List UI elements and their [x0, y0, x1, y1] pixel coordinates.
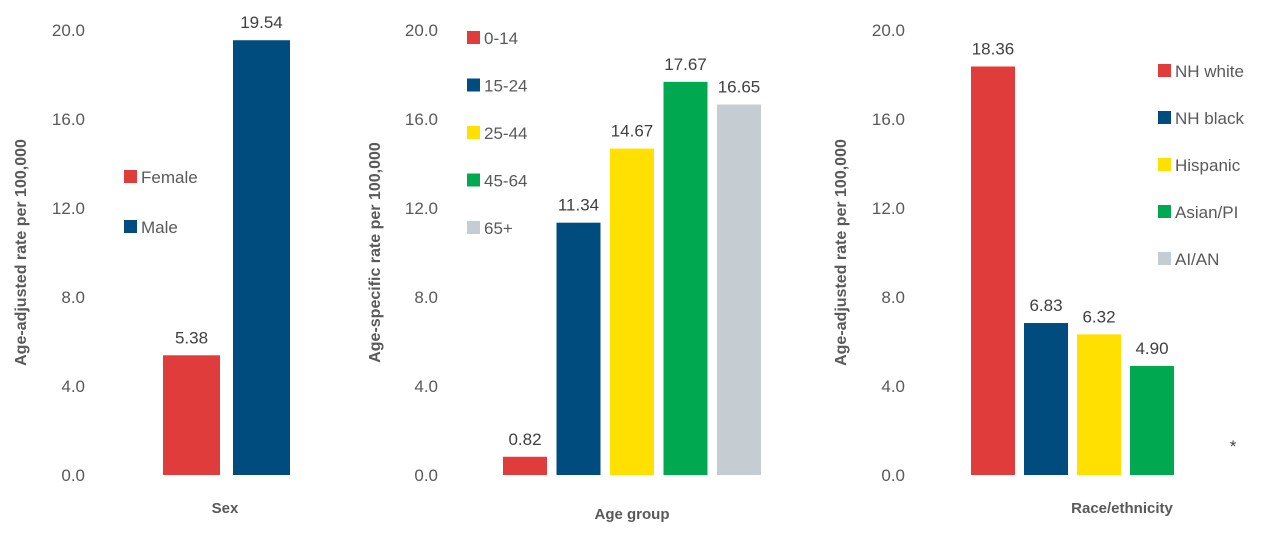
y-tick-label: 8.0 — [881, 288, 905, 307]
y-tick-label: 20.0 — [405, 21, 438, 40]
data-label: 17.67 — [664, 55, 707, 74]
suppressed-value-note: * — [1230, 437, 1237, 456]
legend-swatch — [467, 173, 480, 187]
x-axis-label: Race/ethnicity — [1071, 500, 1173, 517]
y-tick-label: 12.0 — [405, 199, 438, 218]
legend-swatch — [467, 78, 480, 92]
data-label: 14.67 — [611, 122, 654, 141]
y-tick-label: 16.0 — [52, 110, 85, 129]
legend-swatch — [1158, 64, 1171, 77]
legend-swatch — [467, 221, 480, 234]
data-label: 4.90 — [1135, 339, 1168, 358]
legend-swatch — [1158, 205, 1171, 218]
bar-female — [163, 355, 220, 475]
bar-0-14 — [503, 456, 547, 475]
bar-hispanic — [1077, 334, 1121, 475]
legend-swatch — [124, 220, 137, 233]
data-label: 11.34 — [558, 196, 599, 215]
y-tick-label: 20.0 — [52, 21, 85, 40]
legend-label: 65+ — [484, 219, 513, 238]
y-tick-label: 4.0 — [881, 377, 905, 396]
data-label: 16.65 — [718, 78, 761, 97]
y-axis-label: Age-adjusted rate per 100,000 — [13, 139, 30, 366]
data-label: 18.36 — [972, 39, 1015, 58]
legend-label: 15-24 — [484, 77, 527, 96]
data-label: 0.82 — [508, 430, 541, 449]
y-tick-label: 8.0 — [414, 288, 438, 307]
bar-nh-white — [971, 66, 1015, 476]
data-label: 19.54 — [240, 13, 283, 32]
legend-label: Male — [141, 218, 178, 237]
legend-label: NH white — [1175, 62, 1244, 81]
legend-swatch — [1158, 252, 1171, 265]
y-tick-label: 16.0 — [872, 110, 905, 129]
legend-label: Female — [141, 168, 198, 187]
y-tick-label: 16.0 — [405, 110, 438, 129]
y-tick-label: 0.0 — [414, 466, 438, 485]
y-tick-label: 0.0 — [881, 466, 905, 485]
legend-label: Asian/PI — [1175, 203, 1238, 222]
y-axis-label: Age-specific rate per 100,000 — [367, 142, 384, 363]
legend-swatch — [1158, 158, 1171, 171]
bar-45-64 — [663, 81, 708, 475]
bar-65- — [717, 104, 761, 475]
legend-label: 25-44 — [484, 124, 527, 143]
x-axis-label: Age group — [595, 506, 670, 523]
data-label: 5.38 — [175, 328, 208, 347]
data-label: 6.83 — [1029, 296, 1062, 315]
data-label: 6.32 — [1082, 307, 1115, 326]
legend-swatch — [1158, 111, 1171, 124]
y-tick-label: 12.0 — [872, 199, 905, 218]
x-axis-label: Sex — [212, 500, 239, 517]
y-tick-label: 8.0 — [61, 288, 85, 307]
legend-label: 0-14 — [484, 29, 518, 48]
bar-25-44 — [610, 148, 654, 475]
y-tick-label: 4.0 — [414, 377, 438, 396]
bar-asian-pi — [1130, 365, 1174, 475]
legend-label: AI/AN — [1175, 250, 1219, 269]
y-tick-label: 4.0 — [61, 377, 85, 396]
legend-label: 45-64 — [484, 172, 527, 191]
y-tick-label: 0.0 — [61, 466, 85, 485]
legend-swatch — [467, 31, 480, 44]
legend-label: NH black — [1175, 109, 1244, 128]
legend-swatch — [124, 170, 137, 183]
y-tick-label: 20.0 — [872, 21, 905, 40]
bar-nh-black — [1024, 323, 1068, 475]
bar-male — [233, 40, 290, 476]
bar-15-24 — [556, 222, 601, 475]
y-tick-label: 12.0 — [52, 199, 85, 218]
y-axis-label: Age-adjusted rate per 100,000 — [833, 139, 850, 366]
legend-swatch — [467, 126, 480, 139]
legend-label: Hispanic — [1175, 156, 1241, 175]
